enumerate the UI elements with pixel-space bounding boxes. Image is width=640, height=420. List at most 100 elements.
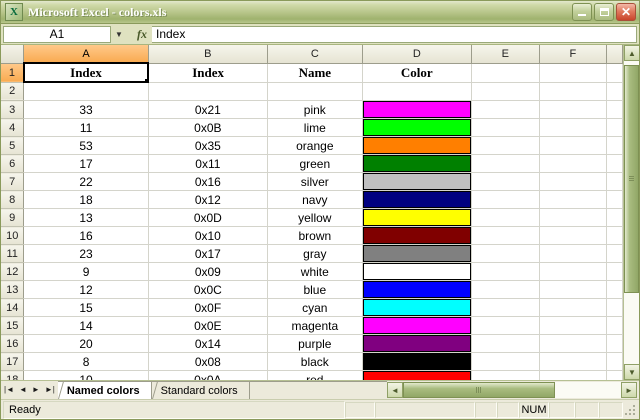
cell-A9[interactable]: 13 bbox=[23, 208, 149, 227]
cell-D2[interactable] bbox=[362, 82, 473, 101]
cell-B7[interactable]: 0x16 bbox=[148, 172, 269, 191]
row-header-8[interactable]: 8 bbox=[1, 190, 25, 209]
cell-B6[interactable]: 0x11 bbox=[148, 154, 269, 173]
cell-D13[interactable] bbox=[362, 280, 473, 299]
cell-F16[interactable] bbox=[539, 334, 608, 353]
sheet-tab-named-colors[interactable]: Named colors bbox=[57, 381, 152, 399]
last-sheet-icon[interactable]: ►| bbox=[44, 385, 55, 394]
cell-F13[interactable] bbox=[539, 280, 608, 299]
row-header-17[interactable]: 17 bbox=[1, 352, 25, 371]
row-header-12[interactable]: 12 bbox=[1, 262, 25, 281]
cell-C9[interactable]: yellow bbox=[267, 208, 363, 227]
cell-B4[interactable]: 0x0B bbox=[148, 118, 269, 137]
scroll-left-button[interactable]: ◄ bbox=[387, 382, 403, 398]
cell-E17[interactable] bbox=[471, 352, 540, 371]
cell-F9[interactable] bbox=[539, 208, 608, 227]
cell-E6[interactable] bbox=[471, 154, 540, 173]
cell-A4[interactable]: 11 bbox=[23, 118, 149, 137]
horizontal-scrollbar[interactable]: ◄ ► bbox=[387, 381, 639, 399]
row-header-5[interactable]: 5 bbox=[1, 136, 25, 155]
cell-F8[interactable] bbox=[539, 190, 608, 209]
cell-A3[interactable]: 33 bbox=[23, 100, 149, 119]
cell-A17[interactable]: 8 bbox=[23, 352, 149, 371]
cell-B9[interactable]: 0x0D bbox=[148, 208, 269, 227]
column-header-b[interactable]: B bbox=[148, 45, 269, 64]
cell-E12[interactable] bbox=[471, 262, 540, 281]
cell-B5[interactable]: 0x35 bbox=[148, 136, 269, 155]
row-header-15[interactable]: 15 bbox=[1, 316, 25, 335]
cell-E1[interactable] bbox=[471, 63, 540, 83]
cell-F11[interactable] bbox=[539, 244, 608, 263]
cell-A7[interactable]: 22 bbox=[23, 172, 149, 191]
horizontal-scroll-thumb[interactable] bbox=[403, 382, 555, 398]
cell-B10[interactable]: 0x10 bbox=[148, 226, 269, 245]
cell-C15[interactable]: magenta bbox=[267, 316, 363, 335]
cell-C6[interactable]: green bbox=[267, 154, 363, 173]
cell-F6[interactable] bbox=[539, 154, 608, 173]
cell-B17[interactable]: 0x08 bbox=[148, 352, 269, 371]
scroll-right-button[interactable]: ► bbox=[621, 382, 637, 398]
cell-E16[interactable] bbox=[471, 334, 540, 353]
cell-E4[interactable] bbox=[471, 118, 540, 137]
cell-B8[interactable]: 0x12 bbox=[148, 190, 269, 209]
cell-D8[interactable] bbox=[362, 190, 473, 209]
vertical-scrollbar[interactable]: ▲ ▼ bbox=[623, 45, 639, 380]
cell-E15[interactable] bbox=[471, 316, 540, 335]
cell-E7[interactable] bbox=[471, 172, 540, 191]
cell-A10[interactable]: 16 bbox=[23, 226, 149, 245]
chevron-down-icon[interactable]: ▼ bbox=[111, 25, 127, 43]
excel-app-icon[interactable]: X bbox=[5, 3, 23, 21]
cell-F5[interactable] bbox=[539, 136, 608, 155]
cell-A11[interactable]: 23 bbox=[23, 244, 149, 263]
resize-grip-icon[interactable] bbox=[623, 402, 637, 417]
cell-B11[interactable]: 0x17 bbox=[148, 244, 269, 263]
next-sheet-icon[interactable]: ► bbox=[31, 385, 40, 394]
cell-E5[interactable] bbox=[471, 136, 540, 155]
cell-F17[interactable] bbox=[539, 352, 608, 371]
cell-D6[interactable] bbox=[362, 154, 473, 173]
column-header-e[interactable]: E bbox=[471, 45, 540, 64]
row-header-18[interactable]: 18 bbox=[1, 370, 25, 380]
cell-A18[interactable]: 10 bbox=[23, 370, 149, 380]
column-header-a[interactable]: A bbox=[23, 45, 149, 64]
cell-D5[interactable] bbox=[362, 136, 473, 155]
cell-B18[interactable]: 0x0A bbox=[148, 370, 269, 380]
cell-D9[interactable] bbox=[362, 208, 473, 227]
cell-C10[interactable]: brown bbox=[267, 226, 363, 245]
maximize-button[interactable] bbox=[594, 3, 614, 21]
cell-E10[interactable] bbox=[471, 226, 540, 245]
cell-C12[interactable]: white bbox=[267, 262, 363, 281]
cell-B3[interactable]: 0x21 bbox=[148, 100, 269, 119]
cell-F1[interactable] bbox=[539, 63, 608, 83]
cell-D17[interactable] bbox=[362, 352, 473, 371]
row-header-16[interactable]: 16 bbox=[1, 334, 25, 353]
cell-C3[interactable]: pink bbox=[267, 100, 363, 119]
name-box[interactable]: A1 bbox=[3, 25, 111, 43]
row-header-14[interactable]: 14 bbox=[1, 298, 25, 317]
cell-B13[interactable]: 0x0C bbox=[148, 280, 269, 299]
cell-A16[interactable]: 20 bbox=[23, 334, 149, 353]
cell-C1[interactable]: Name bbox=[267, 63, 363, 83]
cell-B2[interactable] bbox=[148, 82, 269, 101]
cell-F2[interactable] bbox=[539, 82, 608, 101]
cell-C16[interactable]: purple bbox=[267, 334, 363, 353]
row-header-13[interactable]: 13 bbox=[1, 280, 25, 299]
cell-E2[interactable] bbox=[471, 82, 540, 101]
cell-C14[interactable]: cyan bbox=[267, 298, 363, 317]
cell-B12[interactable]: 0x09 bbox=[148, 262, 269, 281]
cell-B1[interactable]: Index bbox=[148, 63, 269, 83]
horizontal-scroll-track[interactable] bbox=[403, 382, 621, 398]
cell-C18[interactable]: red bbox=[267, 370, 363, 380]
cell-D10[interactable] bbox=[362, 226, 473, 245]
formula-input[interactable]: Index bbox=[152, 25, 637, 43]
row-header-10[interactable]: 10 bbox=[1, 226, 25, 245]
cell-E18[interactable] bbox=[471, 370, 540, 380]
cell-F18[interactable] bbox=[539, 370, 608, 380]
cell-D11[interactable] bbox=[362, 244, 473, 263]
cell-D7[interactable] bbox=[362, 172, 473, 191]
column-header-f[interactable]: F bbox=[539, 45, 608, 64]
cell-D18[interactable] bbox=[362, 370, 473, 380]
vertical-scroll-thumb[interactable] bbox=[624, 65, 639, 293]
close-button[interactable]: ✕ bbox=[616, 3, 636, 21]
